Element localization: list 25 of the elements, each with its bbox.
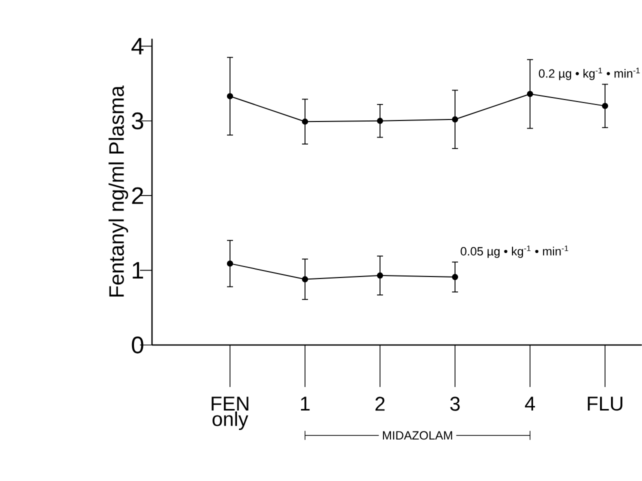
- point: [526, 90, 534, 98]
- y-tick-label: 0: [132, 336, 144, 354]
- y-tick-label: 1: [132, 262, 144, 279]
- y-tick-label: 2: [132, 187, 144, 204]
- y-tick-label: 4: [131, 38, 144, 54]
- point: [376, 118, 384, 124]
- point: [602, 102, 608, 110]
- series-label: 0.05 µg • kg$^{-1}$ • min$^{-1}$: [460, 246, 568, 258]
- x-tick-label: FEN only: [212, 396, 248, 430]
- point: [452, 116, 458, 122]
- point: [302, 118, 308, 125]
- x-tick-label: 2: [375, 396, 385, 411]
- point: [376, 272, 384, 279]
- y-axis-title: Fentanyl ng/ml Plasma: [108, 85, 128, 297]
- point: [302, 276, 308, 282]
- point: [226, 260, 234, 267]
- point: [452, 274, 458, 280]
- x-tick-label: 4: [524, 396, 535, 410]
- x-tick-label: 1: [300, 396, 310, 410]
- x-tick-label: FLU: [588, 396, 622, 411]
- point: [226, 93, 234, 100]
- x-tick-label: 3: [450, 396, 460, 411]
- series-label: 0.2 µg • kg$^{-1}$ • min$^{-1}$: [538, 68, 640, 80]
- text: MIDAZOLAM: [382, 431, 452, 440]
- y-tick-label: 3: [132, 112, 144, 130]
